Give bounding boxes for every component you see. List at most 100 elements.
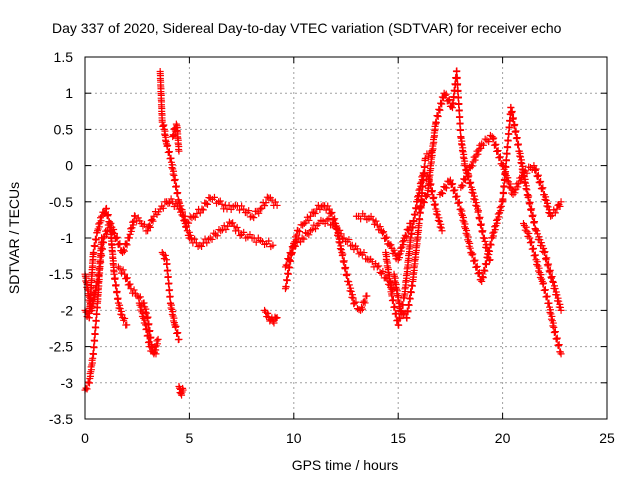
data-point-interp [358, 305, 366, 313]
data-point-interp [130, 286, 138, 294]
data-point-interp [352, 298, 360, 306]
data-point-interp [111, 230, 119, 238]
data-point-interp [459, 182, 467, 190]
data-point-interp [509, 114, 517, 122]
data-point-interp [125, 234, 133, 242]
data-point [175, 147, 183, 155]
data-point [557, 306, 565, 314]
data-point-interp [553, 334, 561, 342]
data-point-interp [284, 270, 292, 278]
y-tick-labels: -3.5 -3 -2.5 -2 -1.5 -1 -0.5 0 0.5 1 1.5 [49, 49, 73, 427]
data-point-interp [91, 242, 99, 250]
data-point-interp [303, 213, 311, 221]
x-tick-label: 25 [599, 430, 615, 446]
data-point-interp [148, 344, 156, 352]
data-point-interp [539, 184, 547, 192]
data-point [348, 241, 356, 249]
data-point-interp [417, 204, 425, 212]
data-point-interp [395, 321, 403, 329]
data-point [396, 306, 404, 314]
data-point-interp [121, 314, 129, 322]
data-point-interp [475, 269, 483, 277]
data-point-interp [543, 293, 551, 301]
data-point-interp [502, 157, 510, 165]
data-point-interp [104, 211, 112, 219]
data-point-interp [282, 283, 290, 291]
data-point-interp [203, 239, 211, 247]
data-point-interp [535, 233, 543, 241]
data-point-interp [111, 274, 119, 282]
data-point-interp [499, 196, 507, 204]
data-point-interp [485, 138, 493, 146]
data-point-interp [455, 100, 463, 108]
data-point-interp [165, 279, 173, 287]
series-trace-19 [436, 103, 565, 314]
data-point-interp [466, 180, 474, 188]
data-point-interp [541, 286, 549, 294]
data-point-interp [123, 241, 131, 249]
data-point-interp [129, 221, 137, 229]
data-point-interp [445, 96, 453, 104]
data-point-interp [551, 328, 559, 336]
y-tick-label: -0.5 [49, 194, 73, 210]
data-point-interp [330, 219, 338, 227]
data-point-interp [146, 327, 154, 335]
data-point-interp [164, 141, 172, 149]
data-point-interp [216, 197, 224, 205]
data-point-interp [112, 281, 120, 289]
data-point-interp [546, 266, 554, 274]
data-point-interp [512, 127, 520, 135]
data-point [300, 220, 308, 228]
data-point-interp [449, 180, 457, 188]
data-point-interp [245, 207, 253, 215]
data-point-interp [536, 179, 544, 187]
data-point-interp [528, 238, 536, 246]
x-tick-label: 20 [495, 430, 511, 446]
data-point-interp [208, 235, 216, 243]
data-point-interp [531, 166, 539, 174]
data-point-interp [538, 185, 546, 193]
data-point-interp [543, 199, 551, 207]
data-point-interp [119, 266, 127, 274]
data-point-interp [145, 320, 153, 328]
data-point-interp [372, 217, 380, 225]
data-point [248, 212, 256, 220]
data-point-interp [261, 202, 269, 210]
data-point-interp [499, 161, 507, 169]
data-point-interp [317, 203, 325, 211]
data-point-interp [470, 192, 478, 200]
data-point [340, 234, 348, 242]
data-point-interp [549, 278, 557, 286]
series-trace-21 [519, 220, 565, 358]
data-point-interp [455, 198, 463, 206]
data-point-interp [90, 344, 98, 352]
y-tick-label: 0.5 [54, 121, 74, 137]
data-point-interp [477, 220, 485, 228]
data-point-interp [495, 213, 503, 221]
chart-title: Day 337 of 2020, Sidereal Day-to-day VTE… [52, 20, 562, 36]
data-point-interp [434, 112, 442, 120]
data-point-interp [404, 308, 412, 316]
data-point-interp [453, 192, 461, 200]
data-point-interp [484, 254, 492, 262]
data-point-interp [540, 279, 548, 287]
data-point-interp [448, 180, 456, 188]
data-point-interp [300, 235, 308, 243]
data-point-interp [285, 256, 293, 264]
data-point-interp [545, 260, 553, 268]
data-point-interp [299, 221, 307, 229]
data-point-interp [291, 242, 299, 250]
series-trace-11 [185, 218, 277, 251]
data-point-interp [159, 204, 167, 212]
data-point-interp [375, 262, 383, 270]
data-point-interp [336, 226, 344, 234]
data-point-interp [432, 119, 440, 127]
data-point-interp [508, 107, 516, 115]
data-point-interp [342, 264, 350, 272]
data-point-interp [149, 217, 157, 225]
data-point-interp [504, 174, 512, 182]
series-trace-17 [390, 147, 436, 322]
data-point-interp [271, 198, 279, 206]
data-point-interp [542, 196, 550, 204]
